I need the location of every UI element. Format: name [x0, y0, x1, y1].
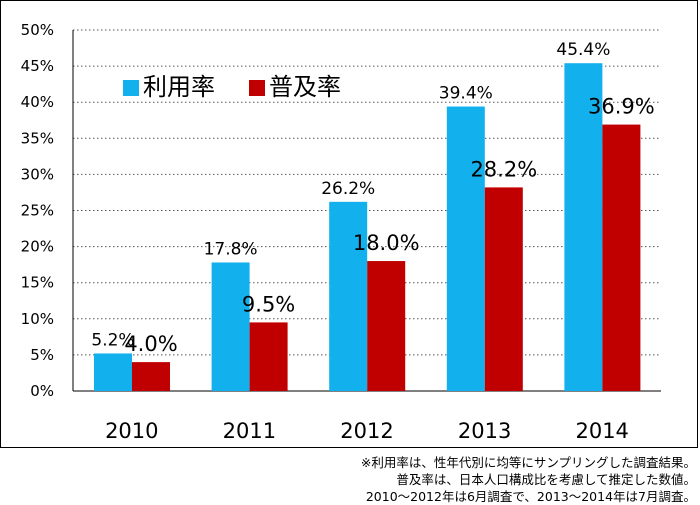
bar — [211, 262, 250, 391]
x-tick-label: 2013 — [458, 419, 511, 443]
y-tick-label: 40% — [21, 93, 54, 111]
data-label: 28.2% — [470, 157, 537, 181]
y-tick-label: 50% — [21, 21, 54, 39]
data-label: 9.5% — [242, 292, 295, 316]
bar — [249, 322, 288, 391]
y-tick-label: 35% — [21, 129, 54, 147]
y-tick-label: 45% — [21, 57, 54, 75]
bar-chart: 0%5%10%15%20%25%30%35%40%45%50%20105.2%4… — [21, 21, 661, 443]
y-tick-label: 0% — [30, 382, 54, 400]
bar — [602, 124, 641, 391]
data-label: 5.2% — [91, 330, 134, 350]
y-tick-label: 15% — [21, 274, 54, 292]
bar — [132, 362, 170, 391]
legend-label: 利用率 — [143, 73, 215, 101]
footnote-line: ※利用率は、性年代別に均等にサンプリングした調査結果。 — [360, 455, 696, 470]
bar — [484, 187, 523, 391]
bar — [329, 201, 368, 391]
x-tick-label: 2011 — [223, 419, 276, 443]
legend-swatch — [249, 80, 265, 96]
data-label: 36.9% — [588, 95, 655, 119]
bar — [94, 353, 132, 391]
data-label: 4.0% — [124, 332, 177, 356]
x-tick-label: 2014 — [575, 419, 628, 443]
data-label: 26.2% — [321, 179, 375, 199]
footnote-line: 2010～2012年は6月調査で、2013～2014年は7月調査。 — [365, 489, 696, 504]
x-tick-label: 2012 — [340, 419, 393, 443]
data-label: 17.8% — [204, 239, 258, 259]
footnote-line: 普及率は、日本人口構成比を考慮して推定した数値。 — [396, 472, 696, 487]
y-tick-label: 25% — [21, 202, 54, 220]
bar — [446, 106, 485, 392]
data-label: 39.4% — [439, 84, 493, 104]
y-tick-label: 5% — [30, 346, 54, 364]
x-tick-label: 2010 — [105, 419, 158, 443]
legend-swatch — [123, 80, 139, 96]
data-label: 18.0% — [353, 231, 420, 255]
y-tick-label: 10% — [21, 310, 54, 328]
bar — [564, 63, 603, 391]
data-label: 45.4% — [556, 40, 610, 60]
chart-frame: 0% 5% 10% 15% 20% 25% 30% 35% 40% 45% 50% 2010 5.2% 4… — [0, 0, 698, 448]
y-tick-label: 20% — [21, 238, 54, 256]
y-tick-label: 30% — [21, 165, 54, 183]
footnote: ※利用率は、性年代別に均等にサンプリングした調査結果。 普及率は、日本人口構成比… — [6, 454, 696, 505]
bar — [367, 261, 406, 391]
legend-label: 普及率 — [269, 73, 341, 101]
